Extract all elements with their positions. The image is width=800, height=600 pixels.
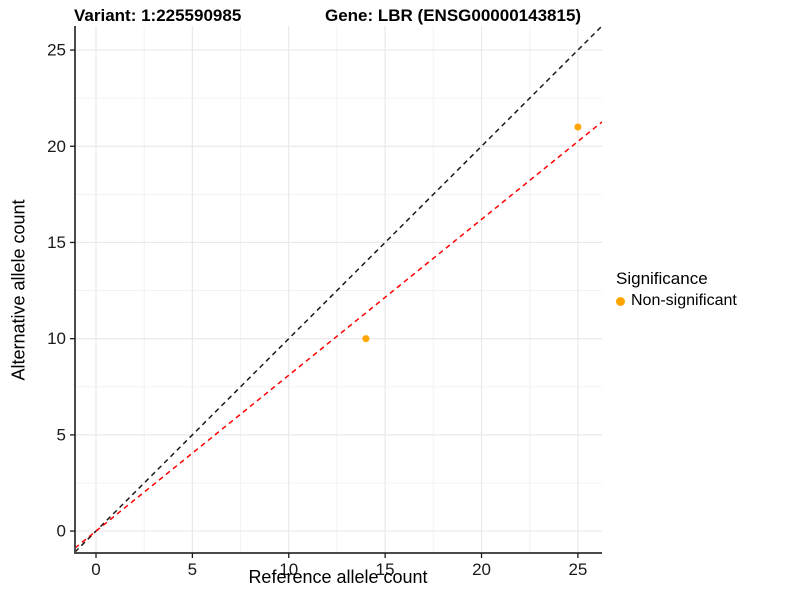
scatter-point bbox=[574, 123, 582, 131]
plot-title-variant: Variant: 1:225590985 bbox=[74, 6, 242, 25]
x-tick-label: 0 bbox=[91, 560, 100, 579]
y-axis-title: Alternative allele count bbox=[8, 199, 29, 381]
y-tick-label: 15 bbox=[47, 233, 66, 252]
scatter-point bbox=[362, 335, 370, 343]
x-tick-label: 25 bbox=[568, 560, 587, 579]
x-tick-label: 20 bbox=[472, 560, 491, 579]
y-tick-label: 5 bbox=[57, 425, 66, 444]
x-axis-title: Reference allele count bbox=[248, 567, 428, 587]
legend-key-dot-icon bbox=[616, 296, 625, 306]
legend: Significance Non-significant bbox=[616, 269, 737, 310]
x-tick-label: 10 bbox=[279, 560, 298, 579]
legend-item-label: Non-significant bbox=[631, 292, 737, 309]
identity-line bbox=[75, 26, 602, 553]
x-tick-label: 15 bbox=[376, 560, 395, 579]
fit-line bbox=[75, 121, 602, 549]
y-tick-label: 0 bbox=[57, 522, 66, 541]
legend-title: Significance bbox=[616, 269, 708, 288]
y-tick-label: 10 bbox=[47, 329, 66, 348]
abline-layer bbox=[75, 26, 602, 553]
x-tick-label: 5 bbox=[188, 560, 197, 579]
y-tick-label: 20 bbox=[47, 137, 66, 156]
legend-item-non-significant: Non-significant bbox=[616, 292, 737, 310]
y-tick-label: 25 bbox=[47, 41, 66, 60]
plot-title-gene: Gene: LBR (ENSG00000143815) bbox=[325, 6, 582, 25]
